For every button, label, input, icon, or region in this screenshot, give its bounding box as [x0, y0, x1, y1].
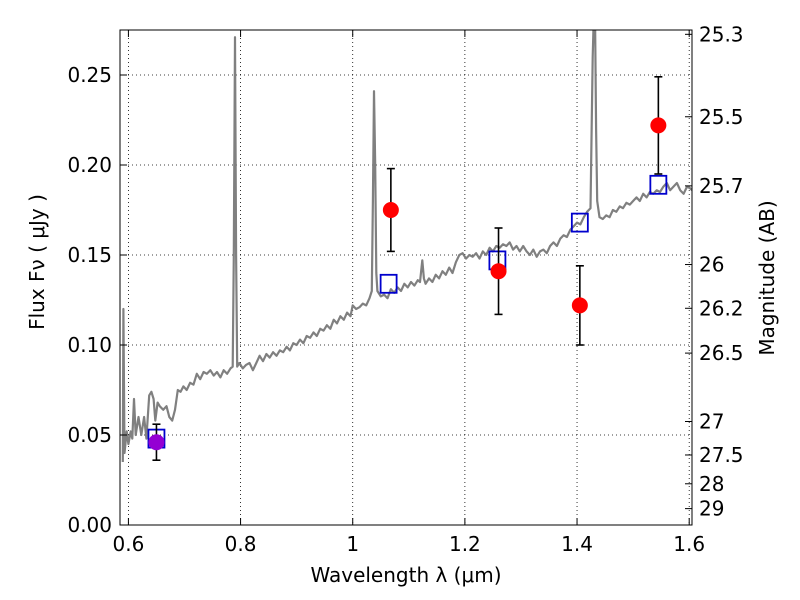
right-tick-label: 25.7: [699, 174, 744, 198]
plot-data: [121, 30, 692, 463]
right-tick-label: 28: [699, 472, 724, 496]
model-band-square: [570, 212, 589, 233]
right-tick-label: 25.5: [699, 105, 744, 129]
data-point: [148, 434, 165, 451]
right-tick-label: 27.5: [699, 443, 744, 467]
y-tick-label: 0.10: [67, 333, 112, 357]
right-tick-label: 25.3: [699, 22, 744, 46]
right-tick-label: 26.2: [699, 296, 744, 320]
plot-frame: [119, 29, 693, 526]
x-axis-label: Wavelength λ (μm): [310, 563, 501, 587]
y-tick-label: 0.20: [67, 153, 112, 177]
right-tick-label: 29: [699, 497, 724, 521]
model-band-square: [379, 273, 398, 294]
x-tick-label: 1.2: [449, 532, 481, 556]
right-tick-label: 26.5: [699, 341, 744, 365]
right-axis-label: Magnitude (AB): [755, 200, 779, 355]
x-tick-label: 0.8: [225, 532, 257, 556]
axis-ticks: 0.6 0.8 1 1.2 1.4 1.6 0.00 0.05 0.10 0.15 0.20 0.25…: [67, 22, 743, 556]
right-tick-label: 26: [699, 253, 724, 277]
model-band-square: [649, 174, 668, 195]
x-tick-label: 0.6: [113, 532, 145, 556]
data-point: [382, 202, 399, 218]
y-tick-label: 0.05: [67, 423, 112, 447]
x-tick-label: 1.6: [673, 532, 705, 556]
x-tick-label: 1.4: [561, 532, 593, 556]
data-point: [650, 117, 667, 134]
data-point: [490, 263, 507, 280]
model-spectrum-line: [121, 30, 692, 463]
right-tick-label: 27: [699, 410, 724, 434]
grid-lines: [120, 30, 692, 526]
y-tick-label: 0.00: [67, 513, 112, 537]
y-axis-label: Flux Fν ( μJy ): [25, 194, 49, 330]
y-tick-label: 0.25: [67, 63, 112, 87]
x-tick-label: 1: [346, 532, 359, 556]
data-point: [571, 297, 588, 314]
plot-clipped-group: [121, 30, 692, 463]
y-tick-label: 0.15: [67, 243, 112, 267]
